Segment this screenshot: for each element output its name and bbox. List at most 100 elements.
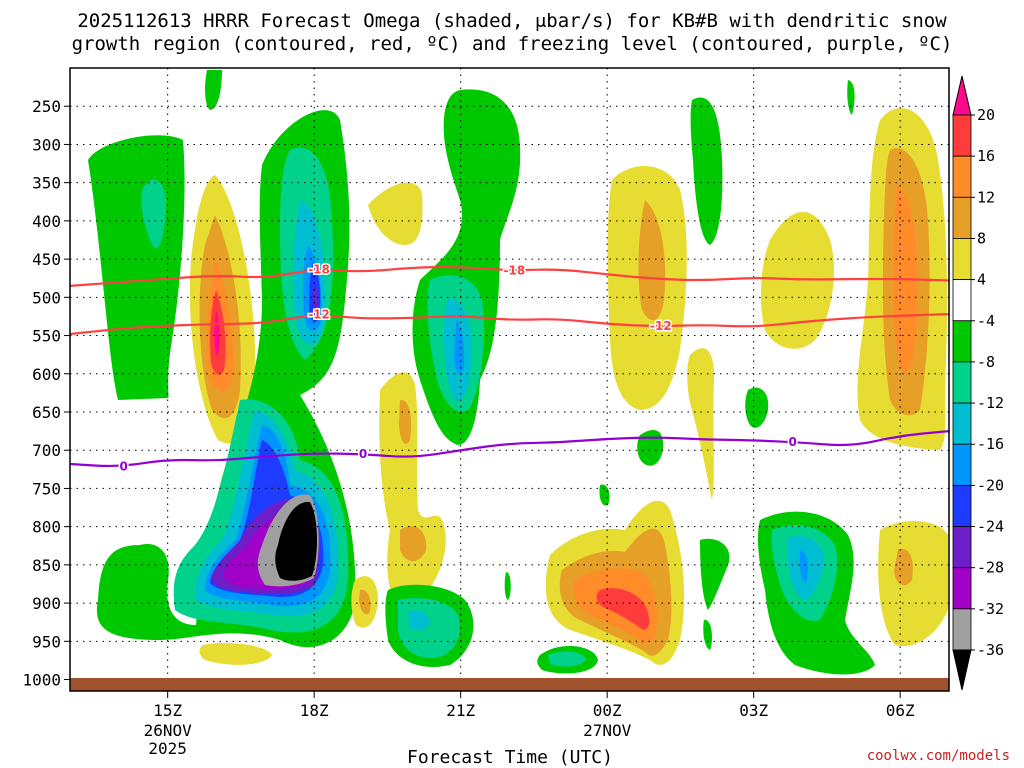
x-tick-sublabel: 2025 (148, 739, 187, 758)
x-tick-label: 18Z (300, 701, 329, 720)
y-tick-label: 950 (32, 632, 61, 651)
colorbar-segment (952, 320, 972, 363)
omega-region (638, 200, 666, 321)
x-tick-label: 03Z (739, 701, 768, 720)
y-tick-label: 750 (32, 479, 61, 498)
y-tick-label: 550 (32, 327, 61, 346)
omega-region (878, 520, 948, 647)
x-tick-label: 15Z (153, 701, 182, 720)
ground-surface (70, 678, 949, 691)
omega-region (205, 70, 222, 110)
freezing-level-label: 0 (120, 459, 128, 473)
omega-region (700, 538, 730, 610)
omega-region (690, 97, 723, 245)
colorbar-segment (952, 196, 972, 239)
colorbar-tick-label: 4 (977, 271, 986, 289)
y-tick-label: 650 (32, 403, 61, 422)
omega-region (799, 550, 808, 582)
dgz-upper-label: -18 (308, 262, 330, 276)
dgz-lower-line (70, 313, 949, 336)
omega-region (548, 651, 586, 667)
omega-region (408, 610, 430, 630)
colorbar-tick-label: -8 (977, 353, 995, 371)
y-tick-label: 400 (32, 212, 61, 231)
colorbar-segment (952, 567, 972, 610)
omega-region (141, 179, 167, 249)
y-tick-label: 900 (32, 594, 61, 613)
omega-region (379, 372, 446, 610)
colorbar-segment (952, 238, 972, 281)
colorbar-tick-label: -24 (977, 518, 1004, 536)
x-tick-sublabel: 26NOV (144, 721, 193, 740)
omega-region (368, 182, 423, 245)
plot-border (69, 67, 950, 692)
omega-region (359, 589, 371, 615)
omega-region (399, 399, 412, 445)
colorbar-tick-label: 8 (977, 229, 986, 247)
freezing-level-label: 0 (789, 435, 797, 449)
x-tick-label: 00Z (593, 701, 622, 720)
x-tick-label: 21Z (446, 701, 475, 720)
colorbar-tick-label: -16 (977, 435, 1004, 453)
colorbar: 20 16 12 8 4 -4 -8 -12 -16 -20 -24 -28 -32 -36 (952, 75, 1004, 691)
colorbar-segment (952, 608, 972, 651)
y-tick-label: 250 (32, 97, 61, 116)
colorbar-tick-label: -12 (977, 394, 1004, 412)
colorbar-segment (952, 114, 972, 157)
omega-region (894, 549, 913, 586)
colorbar-tick-label: -28 (977, 559, 1004, 577)
freezing-level-line (70, 429, 949, 468)
y-tick-label: 850 (32, 556, 61, 575)
colorbar-bottom-arrow (952, 649, 972, 691)
omega-region (199, 643, 272, 665)
colorbar-segment (952, 279, 972, 322)
x-tick-sublabel: 27NOV (583, 721, 632, 740)
colorbar-tick-label: -36 (977, 641, 1004, 659)
colorbar-tick-label: 20 (977, 106, 995, 124)
omega-region (454, 320, 465, 374)
y-tick-label: 450 (32, 250, 61, 269)
omega-region (596, 588, 650, 630)
colorbar-segment (952, 526, 972, 569)
dgz-lower-label: -12 (650, 319, 672, 333)
omega-shading (88, 70, 948, 675)
colorbar-tick-label: 12 (977, 188, 995, 206)
colorbar-tick-label: -4 (977, 312, 995, 330)
dgz-lower-label: -12 (308, 308, 330, 322)
temperature-contours: -18 -18 -12 -12 0 0 0 (70, 261, 949, 475)
omega-region (504, 572, 511, 600)
chart-title-line-2: growth region (contoured, red, ºC) and f… (72, 33, 953, 55)
colorbar-top-arrow (952, 75, 972, 116)
colorbar-segment (952, 361, 972, 404)
x-tick-label: 06Z (886, 701, 915, 720)
omega-region (847, 80, 855, 115)
omega-region (687, 348, 715, 500)
colorbar-segment (952, 402, 972, 445)
y-tick-label: 500 (32, 288, 61, 307)
x-axis-title: Forecast Time (UTC) (407, 747, 613, 768)
credit-label: coolwx.com/models (867, 748, 1010, 764)
freezing-level-label: 0 (359, 447, 367, 461)
y-tick-label: 300 (32, 135, 61, 154)
colorbar-segment (952, 155, 972, 198)
colorbar-tick-label: -20 (977, 476, 1004, 494)
colorbar-segment (952, 484, 972, 527)
omega-region (637, 430, 664, 466)
omega-region (275, 501, 317, 581)
dgz-upper-label: -18 (504, 263, 526, 277)
chart-title-line-1: 2025112613 HRRR Forecast Omega (shaded, … (77, 10, 947, 32)
plot-area: -18 -18 -12 -12 0 0 0 (69, 67, 950, 692)
colorbar-segment (952, 443, 972, 486)
omega-region (313, 285, 319, 315)
colorbar-tick-label: -32 (977, 600, 1004, 618)
omega-region (703, 619, 712, 650)
omega-region (599, 484, 610, 506)
omega-region (745, 387, 769, 428)
y-tick-label: 1000 (22, 671, 61, 690)
colorbar-tick-label: 16 (977, 147, 995, 165)
y-tick-label: 700 (32, 441, 61, 460)
y-tick-label: 600 (32, 365, 61, 384)
omega-region (214, 310, 220, 356)
